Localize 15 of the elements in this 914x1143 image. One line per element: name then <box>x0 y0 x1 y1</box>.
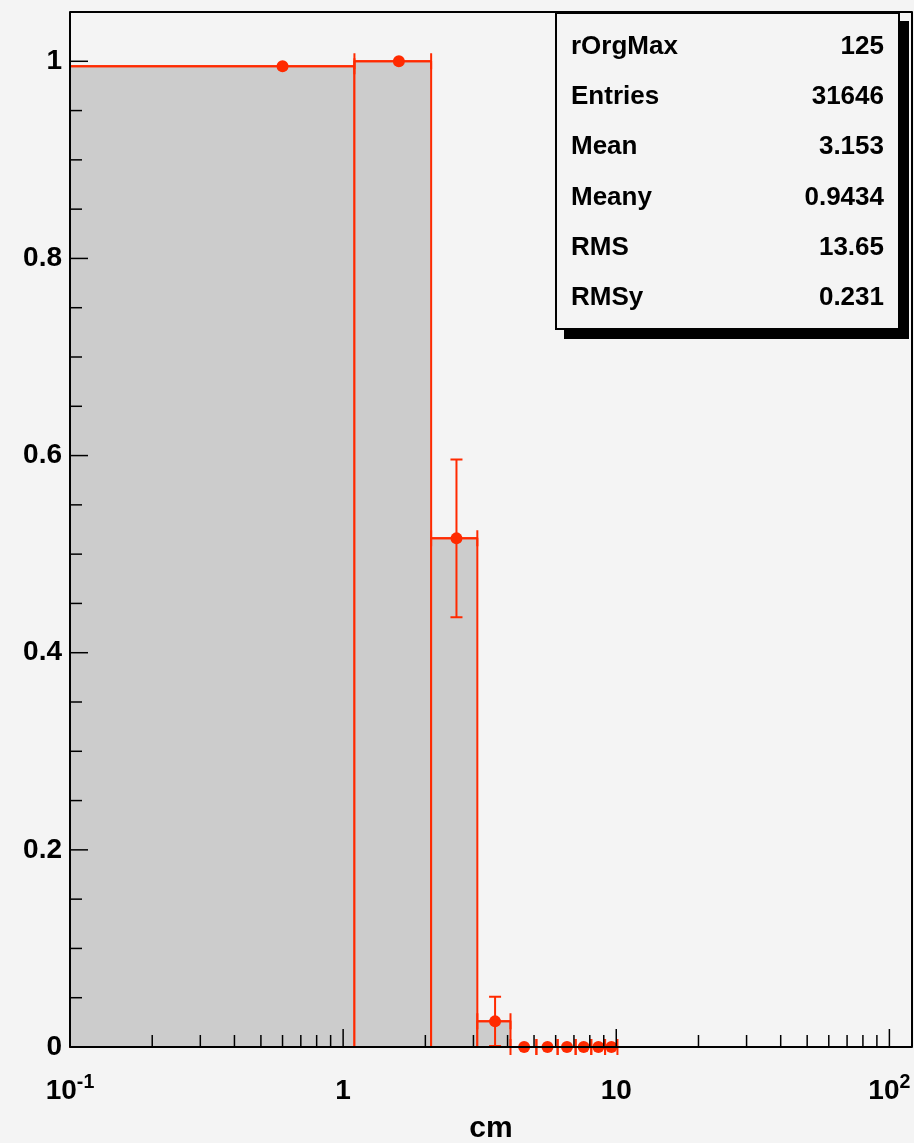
text: Meany 0.9434 <box>571 180 884 211</box>
text: Entries 31646 <box>571 79 884 110</box>
text: rOrgMax 125 <box>571 29 884 60</box>
y-tick-label: 0.8 <box>23 241 63 273</box>
y-tick-label: 0.2 <box>23 832 63 864</box>
x-axis-title: cm <box>469 1110 513 1143</box>
y-tick-label: 0.4 <box>23 635 63 667</box>
text: RMS 13.65 <box>571 230 884 261</box>
text: Mean 3.153 <box>571 130 884 161</box>
text: RMSy 0.231 <box>571 281 884 312</box>
x-tick-label: 1 <box>335 1074 351 1105</box>
y-tick-label: 0 <box>46 1029 63 1061</box>
y-tick-label: 1 <box>46 44 63 75</box>
x-tick-label: 10 <box>600 1074 632 1105</box>
y-tick-label: 0.6 <box>23 438 63 470</box>
